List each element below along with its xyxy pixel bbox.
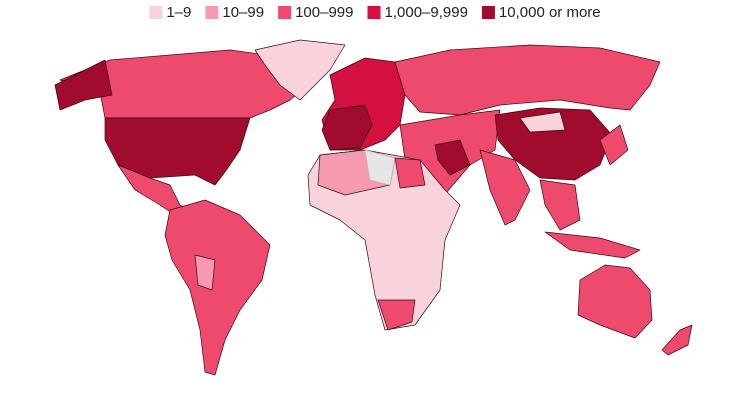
legend-label: 1–9 (166, 4, 191, 21)
legend-label: 1,000–9,999 (385, 4, 468, 21)
no-data-region (364, 149, 396, 186)
legend-swatch (205, 6, 219, 19)
country-region (394, 157, 426, 189)
country-region (599, 124, 629, 166)
country-region (577, 264, 653, 339)
country-region (194, 254, 216, 291)
legend: 1–9 10–99 100–999 1,000–9,999 10,000 or more (149, 4, 601, 21)
country-region (254, 39, 346, 101)
world-map (54, 39, 693, 376)
legend-swatch (367, 6, 381, 19)
legend-label: 10–99 (222, 4, 264, 21)
country-region (661, 324, 693, 356)
legend-swatch (278, 6, 292, 19)
legend-swatch (481, 6, 495, 19)
country-region (479, 149, 531, 226)
country-region (434, 139, 471, 176)
country-region (104, 117, 251, 186)
country-region (539, 179, 581, 231)
country-region (544, 231, 641, 259)
country-region (164, 199, 271, 376)
country-region (377, 299, 416, 331)
country-region (394, 44, 661, 116)
legend-label: 100–999 (295, 4, 353, 21)
legend-label: 10,000 or more (499, 4, 601, 21)
country-region (494, 107, 613, 181)
country-region (321, 104, 373, 151)
country-region (519, 111, 566, 133)
country-region (54, 59, 113, 111)
legend-swatch (149, 6, 163, 19)
